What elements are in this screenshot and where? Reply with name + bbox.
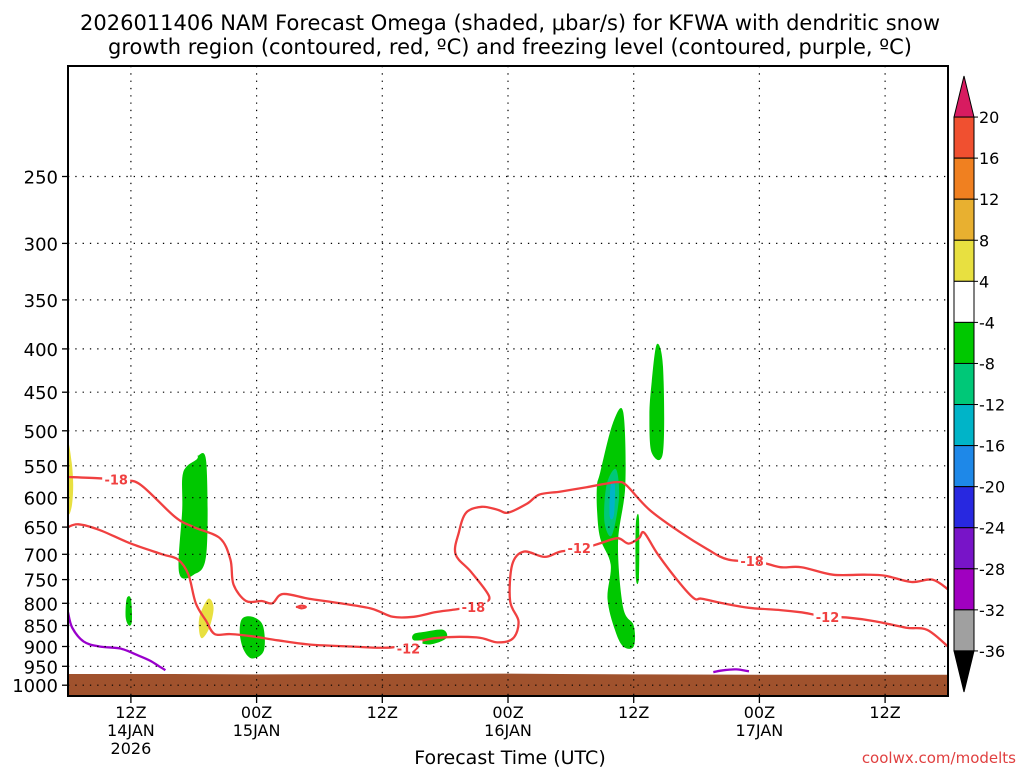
y-tick-label: 600: [24, 489, 58, 510]
y-tick-label: 900: [24, 638, 58, 659]
colorbar-label: 8: [979, 231, 989, 250]
y-tick-label: 750: [24, 571, 58, 592]
omega-region-0: [68, 443, 74, 515]
colorbar-label: -12: [979, 396, 1005, 415]
colorbar-bin: [953, 116, 975, 159]
contour-label: -12: [397, 643, 421, 658]
contour-label-bg: [459, 598, 488, 614]
y-tick-label: 550: [24, 457, 58, 478]
contour-label: -12: [567, 542, 591, 557]
omega-region-1: [198, 598, 214, 639]
contour-label-bg: [738, 553, 767, 569]
axes: 2503003504004505005506006507007508008509…: [12, 65, 949, 758]
colorbar-bin: [953, 650, 975, 693]
x-tick-label: 12Z: [115, 703, 146, 722]
colorbar-bin: [953, 239, 975, 282]
y-tick-label: 950: [24, 657, 58, 678]
colorbar-bin: [953, 404, 975, 447]
colorbar-label: -32: [979, 601, 1005, 620]
title-line-2: growth region (contoured, red, ºC) and f…: [108, 35, 912, 59]
x-tick-label: 00Z: [744, 703, 775, 722]
grid: [68, 66, 948, 696]
plot-frame: [67, 65, 949, 697]
x-tick-label: 12Z: [367, 703, 398, 722]
y-tick-label: 400: [24, 340, 58, 361]
x-tick-label: 12Z: [618, 703, 649, 722]
omega-region-6: [596, 407, 636, 649]
colorbar-bin: [953, 280, 975, 323]
colorbar-label: -4: [979, 313, 995, 332]
watermark: coolwx.com/modelts: [862, 749, 1016, 767]
x-tick-label: 00Z: [492, 703, 523, 722]
colorbar-bin: [953, 445, 975, 488]
y-tick-label: 350: [24, 291, 58, 312]
colorbar-bin: [953, 321, 975, 364]
colorbar-label: -36: [979, 642, 1005, 661]
contour-label: -18: [740, 555, 764, 570]
omega-region-8: [635, 513, 640, 585]
contour-label-bg: [102, 471, 131, 487]
colorbar-bin: [953, 362, 975, 406]
contour-label: -18: [462, 601, 486, 616]
y-tick-label: 700: [24, 545, 58, 566]
contour-label: -12: [816, 611, 840, 626]
contour-label: -18: [104, 474, 128, 489]
contour-freezing-level-3: [713, 668, 750, 674]
y-tick-label: 1000: [12, 676, 58, 697]
colorbar-label: 20: [979, 108, 999, 127]
colorbar-label: 16: [979, 149, 999, 168]
plot-area: -18 -18 -18 -12 -12 -12: [68, 343, 948, 696]
colorbar-bin: [953, 486, 975, 529]
omega-region-10: [609, 481, 616, 520]
y-tick-label: 250: [24, 168, 58, 189]
colorbar-bin: [953, 568, 975, 611]
colorbar-label: 12: [979, 190, 999, 209]
contour-freezing-level-2: [68, 612, 167, 672]
colorbar-bin: [953, 609, 975, 652]
contour-label-bg: [394, 640, 423, 656]
colorbar: 20 16 12 8 4 -4 -8 -12 -16 -20 -24 -28 -32 -36: [953, 75, 1005, 693]
colorbar-bin: [953, 198, 975, 241]
colorbar-label: -28: [979, 560, 1005, 579]
y-tick-label: 450: [24, 383, 58, 404]
omega-region-2: [178, 453, 208, 579]
y-tick-label: 650: [24, 518, 58, 539]
contour-temp-1: [68, 523, 948, 649]
y-tick-label: 800: [24, 594, 58, 615]
colorbar-bin: [953, 157, 975, 200]
y-tick-label: 850: [24, 617, 58, 638]
x-tick-label: 2026: [111, 739, 152, 758]
colorbar-label: -16: [979, 437, 1005, 456]
x-tick-label: 16JAN: [484, 721, 532, 740]
colorbar-label: -20: [979, 478, 1005, 497]
colorbar-label: -24: [979, 519, 1005, 538]
x-tick-label: 15JAN: [233, 721, 281, 740]
title-line-1: 2026011406 NAM Forecast Omega (shaded, μ…: [80, 11, 940, 35]
x-axis-label: Forecast Time (UTC): [414, 747, 605, 768]
y-tick-label: 300: [24, 234, 58, 255]
x-tick-label: 12Z: [869, 703, 900, 722]
colorbar-label: -8: [979, 354, 995, 373]
contour-label-bg: [813, 608, 842, 624]
ground-terrain: [68, 673, 948, 696]
contour-temp-4: [295, 604, 307, 610]
colorbar-bin: [953, 527, 975, 570]
x-tick-label: 00Z: [241, 703, 272, 722]
contour-label-bg: [565, 539, 594, 555]
y-tick-label: 500: [24, 422, 58, 443]
x-tick-label: 14JAN: [107, 721, 155, 740]
x-tick-label: 17JAN: [736, 721, 784, 740]
colorbar-label: 4: [979, 272, 989, 291]
